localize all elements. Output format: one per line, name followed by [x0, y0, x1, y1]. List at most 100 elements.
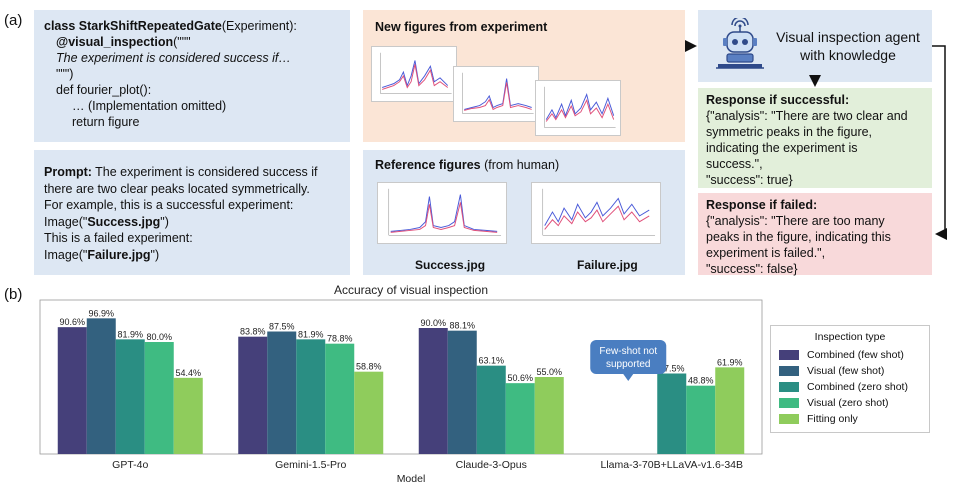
failed-response-title: Response if failed: — [706, 198, 818, 212]
decorator-name: @visual_inspection — [56, 35, 174, 49]
bar-value-label: 54.4% — [175, 368, 201, 378]
reference-title-bold: Reference figures — [375, 158, 481, 172]
chart-title: Accuracy of visual inspection — [334, 283, 488, 297]
class-declaration: class StarkShiftRepeatedGate — [44, 19, 222, 33]
failed-response-line: peaks in the figure, indicating this — [706, 230, 891, 244]
bar — [57, 327, 87, 454]
new-figures-box: New figures from experiment — [363, 10, 685, 142]
bar — [447, 330, 477, 454]
legend-item: Visual (zero shot) — [779, 396, 889, 410]
reference-title: Reference figures (from human) — [375, 158, 559, 172]
success-caption: Success.jpg — [415, 258, 486, 272]
failed-response-line: {"analysis": "There are too many — [706, 214, 885, 228]
bar — [325, 343, 355, 454]
bar — [476, 365, 506, 454]
bar — [267, 331, 297, 454]
bar — [686, 385, 716, 454]
bar-value-label: 96.9% — [88, 308, 114, 318]
return-statement: return figure — [72, 115, 140, 129]
bar — [296, 339, 326, 454]
bar-value-label: 58.8% — [356, 362, 382, 372]
x-tick-label: Gemini-1.5-Pro — [275, 459, 346, 471]
x-tick-label: Llama-3-70B+LLaVA-v1.6-34B — [600, 459, 743, 471]
decorator-docstring: The experiment is considered success if… — [56, 51, 291, 65]
success-response-line: indicating the experiment is — [706, 141, 858, 155]
mini-plot — [380, 52, 452, 94]
legend-swatch — [779, 414, 799, 424]
success-response-box: Response if successful: {"analysis": "Th… — [698, 88, 932, 188]
failure-figure-thumb — [531, 182, 661, 244]
mini-plot — [542, 188, 656, 236]
success-response-title: Response if successful: — [706, 93, 850, 107]
image-call-open: Image(" — [44, 214, 88, 229]
success-response-line: "success": true} — [706, 173, 793, 187]
robot-icon — [716, 18, 764, 69]
legend-swatch — [779, 366, 799, 376]
accuracy-chart: Accuracy of visual inspection Model GPT-4o… — [0, 282, 960, 498]
reference-figures-box: Reference figures (from human) Success.j… — [363, 150, 685, 275]
bar — [505, 383, 535, 454]
bar — [86, 318, 116, 454]
x-axis-label: Model — [397, 473, 426, 485]
bar-value-label: 48.8% — [688, 376, 714, 386]
bar-value-label: 81.9% — [117, 329, 143, 339]
panel-b-label: (b) — [4, 286, 23, 303]
legend-label: Visual (zero shot) — [807, 397, 889, 409]
mini-plot — [388, 188, 502, 236]
mini-plot — [462, 72, 534, 114]
failed-response-line: experiment is failed.", — [706, 246, 826, 260]
decorator-open: (""" — [173, 35, 191, 49]
reference-title-rest: (from human) — [480, 158, 560, 172]
new-figure-thumb — [535, 80, 621, 136]
bar-value-label: 55.0% — [536, 367, 562, 377]
legend-item: Fitting only — [779, 412, 858, 426]
legend-swatch — [779, 382, 799, 392]
bar — [534, 377, 564, 454]
chart-svg: Accuracy of visual inspection Model GPT-4o… — [39, 283, 763, 485]
bar-value-label: 90.6% — [59, 317, 85, 327]
bar-value-label: 88.1% — [449, 321, 475, 331]
panel-a-label: (a) — [4, 12, 23, 29]
callout-pointer — [623, 374, 634, 381]
bar-value-label: 78.8% — [327, 334, 353, 344]
prompt-text-2: there are two clear peaks located symmet… — [44, 181, 310, 196]
new-figure-thumb — [371, 46, 457, 102]
legend-title: Inspection type — [814, 331, 886, 343]
legend-item: Visual (few shot) — [779, 364, 884, 378]
bar-value-label: 50.6% — [507, 373, 533, 383]
legend-item: Combined (few shot) — [779, 348, 904, 362]
prompt-label: Prompt: — [44, 165, 92, 179]
image-call-close: ") — [160, 214, 169, 229]
prompt-text-4: This is a failed experiment: — [44, 231, 193, 245]
success-image-name: Success.jpg — [87, 214, 161, 229]
success-figure-thumb — [377, 182, 507, 244]
new-figures-title: New figures from experiment — [375, 20, 548, 34]
bar — [354, 371, 384, 454]
bar — [173, 377, 203, 454]
bar-value-label: 81.9% — [298, 329, 324, 339]
callout-text: supported — [606, 359, 650, 370]
legend-swatch — [779, 350, 799, 360]
legend-item: Combined (zero shot) — [779, 380, 908, 394]
legend-label: Fitting only — [807, 413, 858, 425]
bar — [238, 336, 268, 454]
image-call-close: ") — [150, 247, 160, 262]
implementation-note: … (Implementation omitted) — [72, 99, 227, 113]
bar-value-label: 83.8% — [240, 327, 266, 337]
bar — [715, 367, 745, 454]
bar-value-label: 87.5% — [269, 322, 295, 332]
prompt-text-1: The experiment is considered success if — [91, 165, 318, 179]
agent-label-line-2: with knowledge — [800, 47, 896, 63]
prompt-box: Prompt: The experiment is considered suc… — [34, 150, 350, 275]
plot-frame — [39, 299, 763, 455]
failed-response-line: "success": false} — [706, 262, 798, 276]
failure-caption: Failure.jpg — [577, 258, 638, 272]
x-tick-label: Claude-3-Opus — [456, 459, 527, 471]
new-figure-thumb — [453, 66, 539, 122]
bar-value-label: 90.0% — [420, 318, 446, 328]
agent-box: Visual inspection agent with knowledge — [698, 10, 932, 82]
function-def: def fourier_plot(): — [56, 83, 152, 97]
bar — [144, 342, 174, 454]
failed-response-box: Response if failed: {"analysis": "There … — [698, 193, 932, 276]
image-call-open: Image(" — [44, 247, 88, 262]
